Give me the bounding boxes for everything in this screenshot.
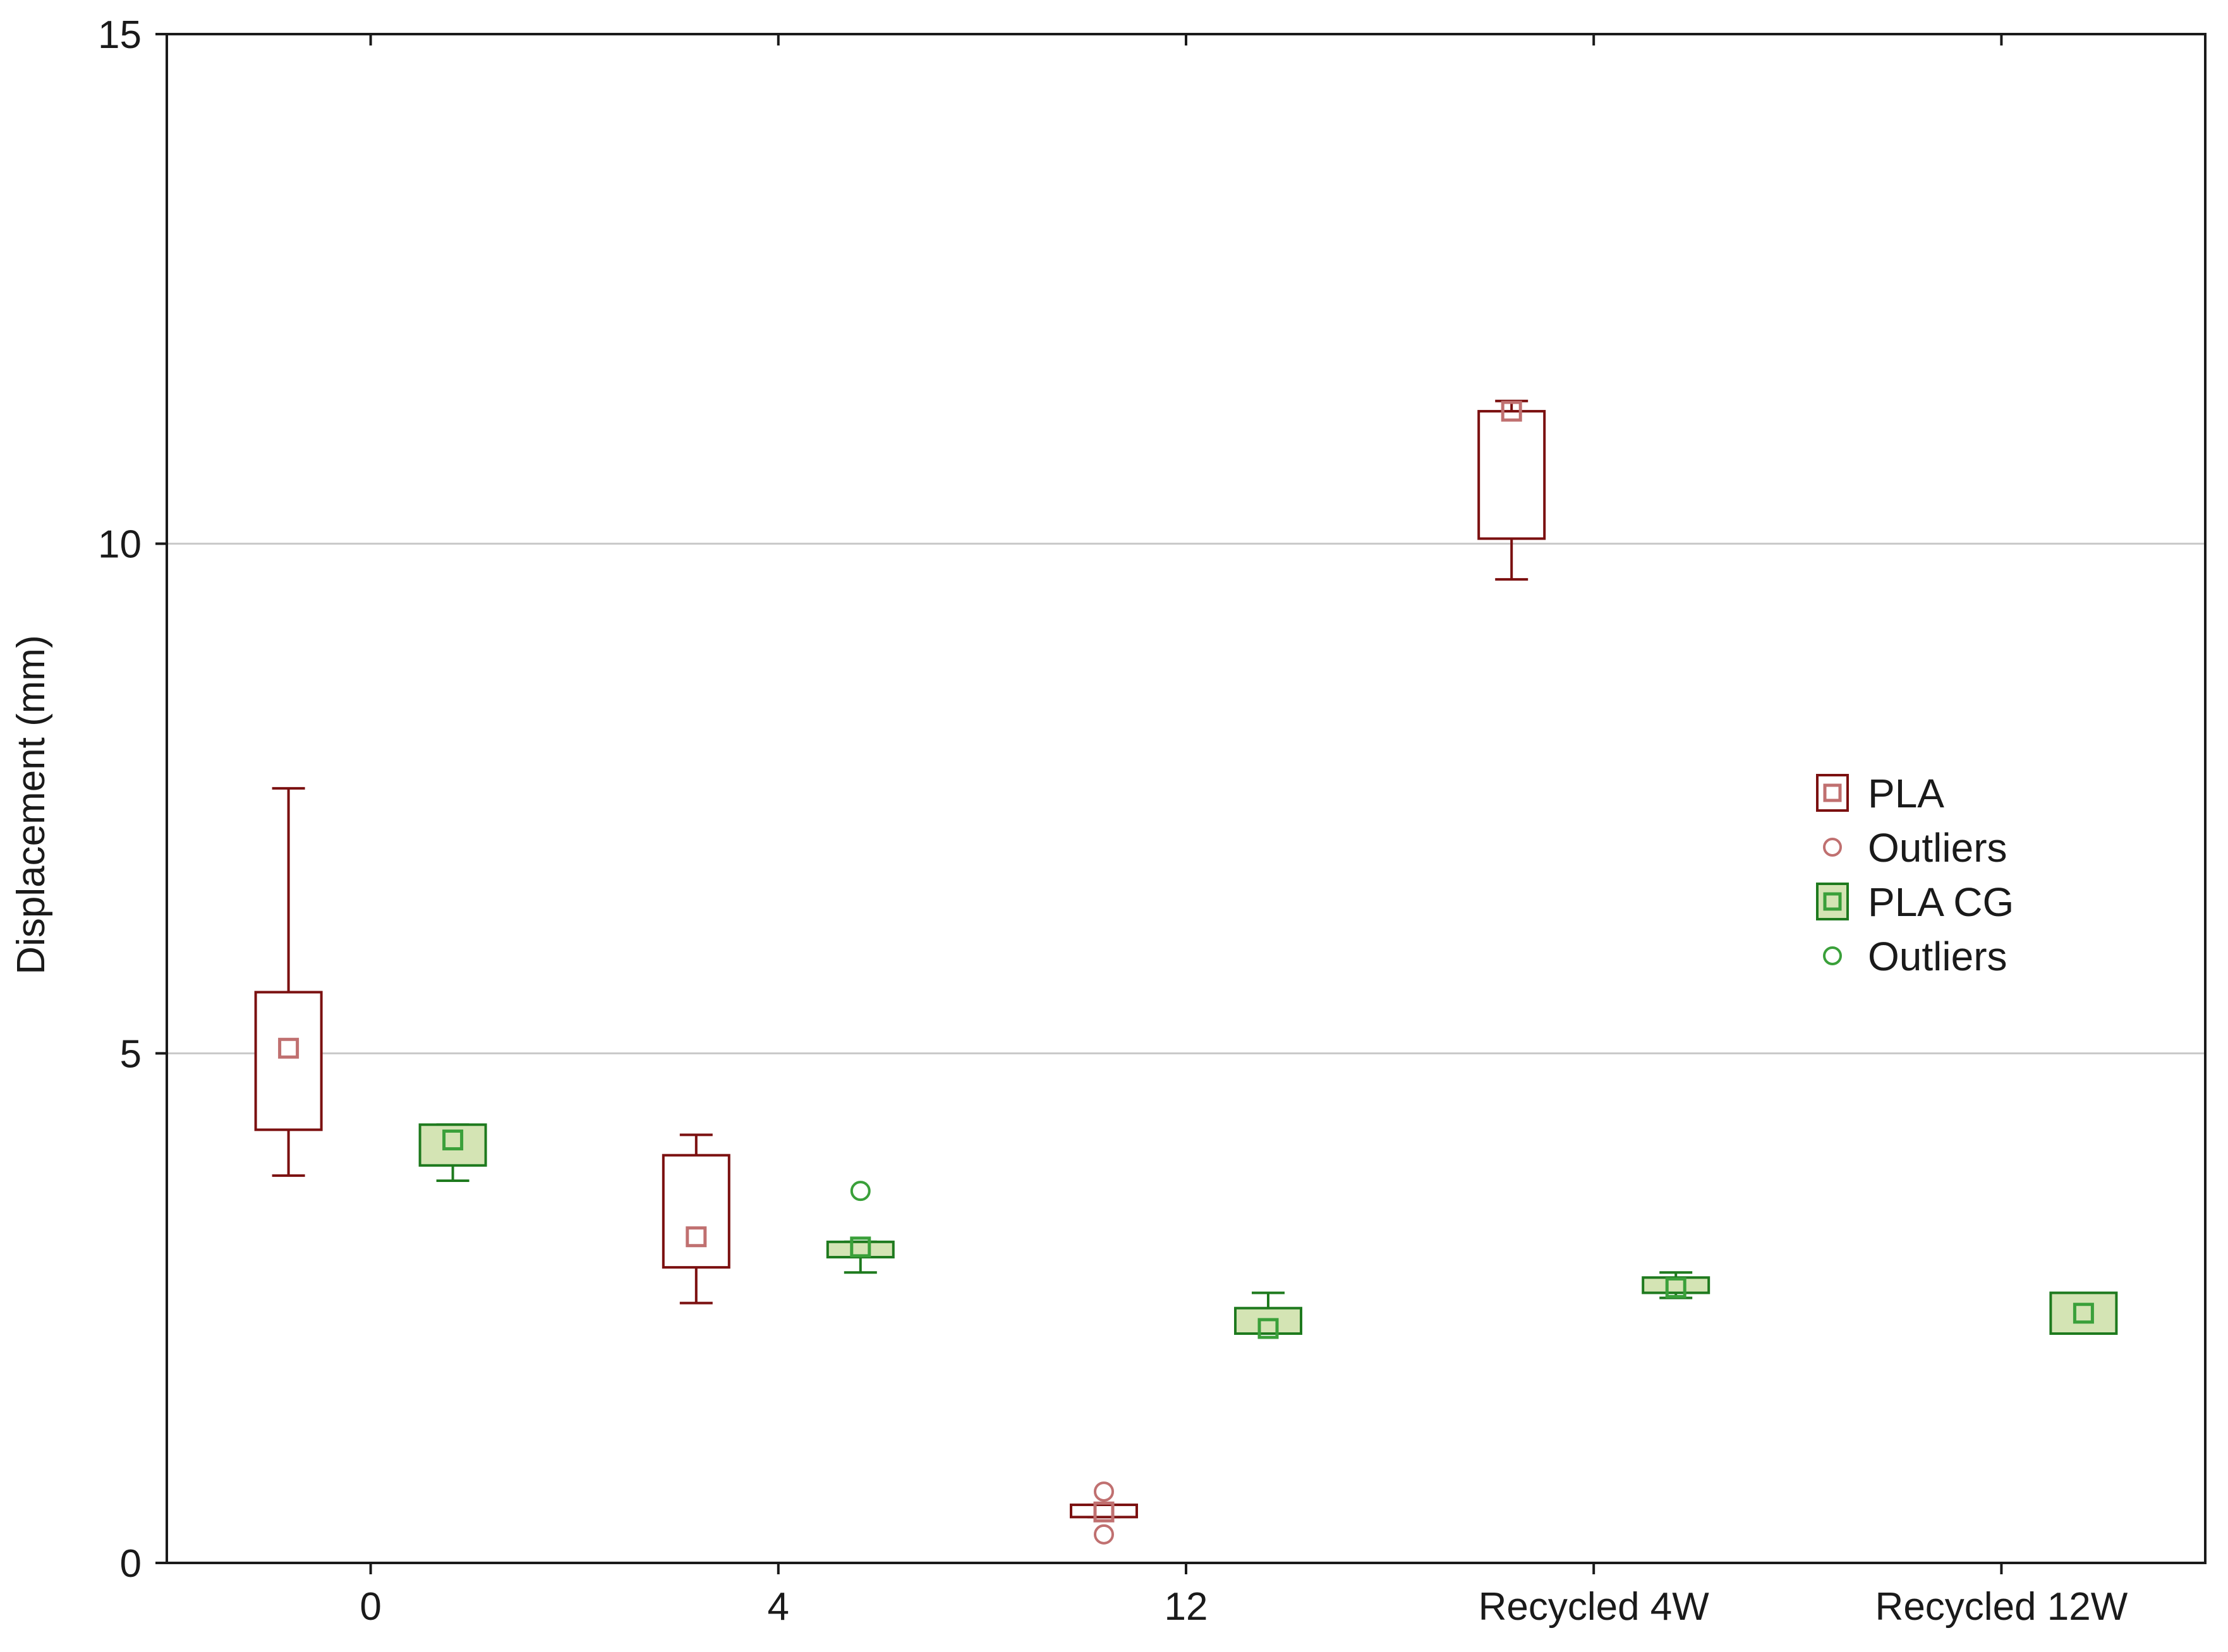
median-marker bbox=[1501, 401, 1522, 422]
x-tick-label: Recycled 12W bbox=[1875, 1585, 2128, 1629]
box-pla bbox=[254, 787, 323, 1177]
median-marker bbox=[1257, 1318, 1279, 1339]
axis-ticks: 0 5 10 15 0 4 12 Recycled 4W Recycled 12W bbox=[98, 13, 2128, 1629]
y-tick-label: 10 bbox=[98, 523, 142, 567]
box-iqr bbox=[254, 991, 323, 1131]
legend-swatch-outlier bbox=[1823, 946, 1842, 965]
median-marker bbox=[278, 1037, 300, 1059]
box-pla bbox=[1477, 399, 1546, 581]
y-tick-label: 0 bbox=[120, 1542, 142, 1586]
box-iqr bbox=[418, 1123, 487, 1167]
box-pla-cg bbox=[1642, 1271, 1710, 1299]
x-tick-label: Recycled 4W bbox=[1479, 1585, 1710, 1629]
median-marker bbox=[1093, 1501, 1115, 1522]
box-pla bbox=[1070, 1481, 1138, 1545]
box-pla bbox=[662, 1133, 730, 1305]
median-marker bbox=[1665, 1277, 1686, 1298]
legend-label: Outliers bbox=[1868, 934, 2007, 979]
gridlines bbox=[167, 543, 2205, 1054]
plot-marks bbox=[254, 399, 2118, 1545]
box-pla-cg bbox=[826, 1181, 895, 1274]
legend-label: Outliers bbox=[1868, 825, 2007, 871]
legend-label: PLA bbox=[1868, 771, 1944, 816]
outlier-point bbox=[1094, 1524, 1114, 1545]
legend-swatch-outlier bbox=[1823, 838, 1842, 857]
median-marker bbox=[850, 1236, 871, 1258]
box-iqr bbox=[1477, 409, 1546, 540]
legend-swatch-median bbox=[1823, 892, 1842, 911]
median-marker bbox=[686, 1226, 707, 1248]
outlier-point bbox=[850, 1181, 871, 1202]
box-pla-cg bbox=[1234, 1291, 1302, 1339]
outlier-point bbox=[1094, 1481, 1114, 1502]
box-iqr bbox=[1070, 1504, 1138, 1519]
y-axis-title: Displacement (mm) bbox=[9, 635, 53, 974]
box-iqr bbox=[662, 1154, 730, 1269]
legend-label: PLA CG bbox=[1868, 879, 2014, 925]
box-pla-cg bbox=[418, 1123, 487, 1182]
legend: PLA Outliers PLA CG Outliers bbox=[1816, 771, 2014, 979]
box-iqr bbox=[2049, 1291, 2118, 1335]
y-tick-label: 5 bbox=[120, 1032, 142, 1076]
legend-swatch-box bbox=[1816, 883, 1849, 920]
x-tick-label: 0 bbox=[360, 1585, 381, 1629]
median-marker bbox=[442, 1129, 464, 1150]
box-pla-cg bbox=[2049, 1291, 2118, 1335]
y-tick-label: 15 bbox=[98, 13, 142, 57]
legend-swatch-box bbox=[1816, 774, 1849, 812]
median-marker bbox=[2073, 1303, 2094, 1324]
legend-swatch-median bbox=[1823, 783, 1842, 802]
x-tick-label: 12 bbox=[1165, 1585, 1208, 1629]
x-tick-label: 4 bbox=[768, 1585, 789, 1629]
